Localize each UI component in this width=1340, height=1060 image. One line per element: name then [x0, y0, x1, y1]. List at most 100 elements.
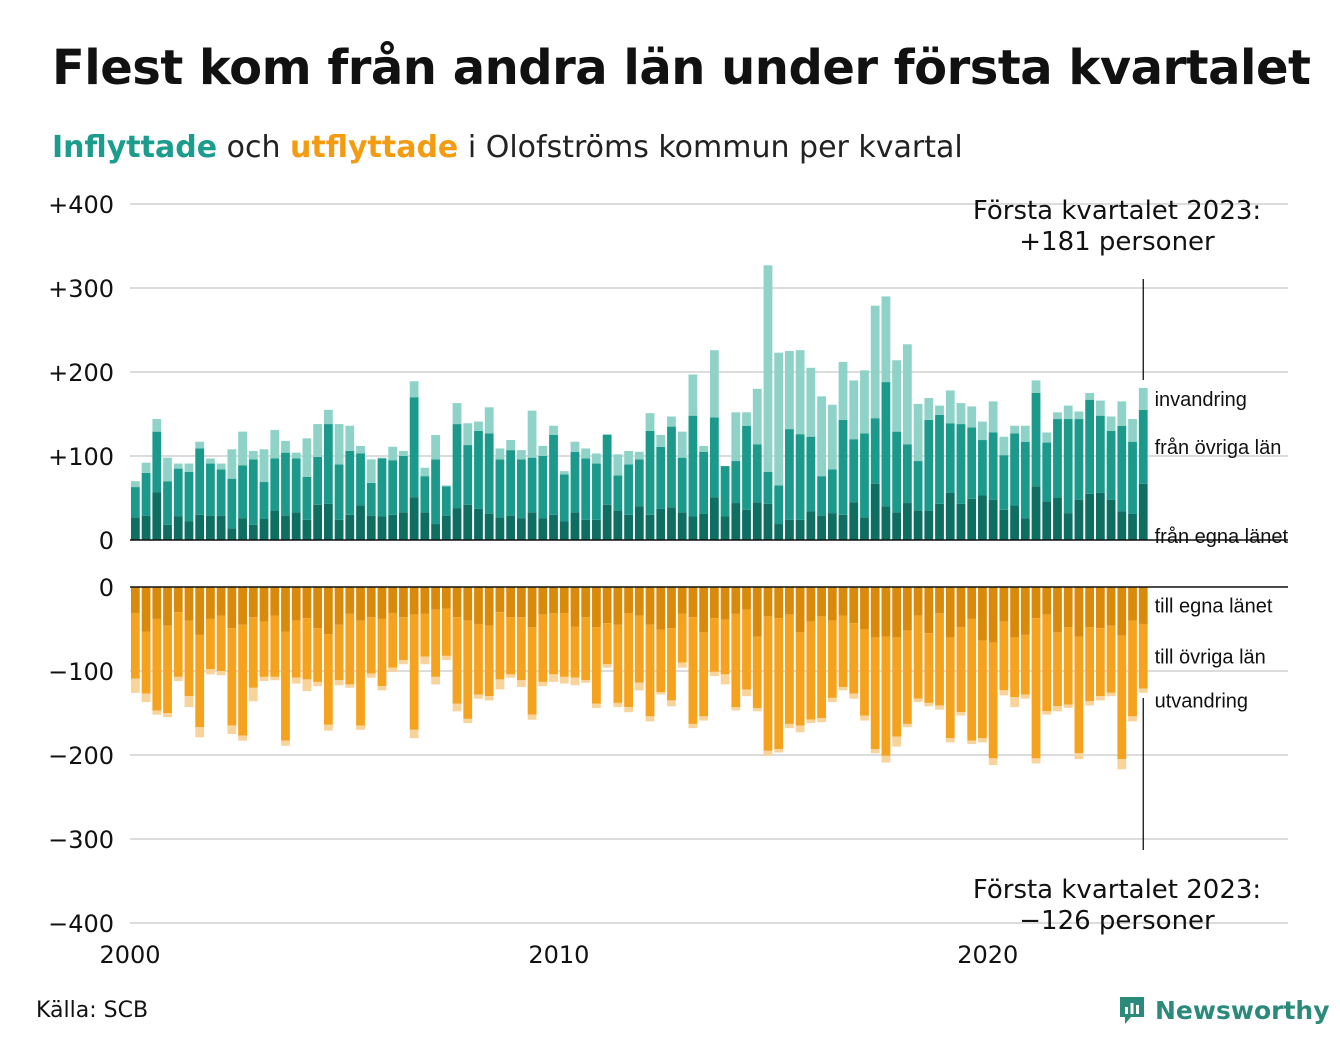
bar-in-invandring — [1031, 380, 1041, 393]
bar-out-till-egna-länet — [1063, 587, 1073, 628]
bar-in-från-egna-länet — [902, 503, 912, 540]
bar-out-till-övriga-län — [356, 620, 365, 726]
bar-out-till-övriga-län — [624, 613, 633, 708]
bar-out-till-egna-länet — [1138, 587, 1148, 624]
bar-out-utvandring — [377, 686, 387, 691]
bar-in-från-övriga-län — [484, 433, 494, 514]
bar-out-till-övriga-län — [431, 609, 440, 677]
bar-in-invandring — [1128, 419, 1137, 442]
bar-in-från-egna-länet — [667, 507, 676, 540]
bar-in-från-övriga-län — [988, 432, 998, 500]
bar-in-invandring — [935, 405, 944, 415]
bar-in-från-egna-länet — [549, 514, 558, 540]
bar-in-från-övriga-län — [259, 482, 269, 519]
bar-out-till-egna-länet — [141, 587, 151, 632]
bar-out-utvandring — [688, 723, 698, 729]
bar-out-utvandring — [1010, 697, 1019, 708]
bar-in-från-övriga-län — [1095, 415, 1105, 493]
bar-in-från-egna-länet — [688, 516, 698, 540]
bar-in-invandring — [1053, 412, 1062, 420]
y-tick-label-lower: 0 — [99, 574, 114, 602]
bar-in-från-egna-länet — [538, 518, 548, 540]
source-note: Källa: SCB — [36, 998, 149, 1023]
bar-out-till-övriga-län — [270, 615, 280, 677]
bar-in-från-egna-länet — [742, 509, 751, 540]
bar-out-till-övriga-län — [291, 620, 301, 678]
bar-out-till-övriga-län — [302, 618, 312, 680]
series-label-från-egna-länet: från egna länet — [1155, 526, 1289, 548]
bar-in-invandring — [173, 463, 183, 469]
bar-out-till-egna-länet — [860, 587, 869, 629]
y-tick-label-lower: −100 — [48, 658, 114, 686]
bar-out-till-egna-länet — [516, 587, 526, 618]
bar-in-från-egna-länet — [270, 510, 280, 540]
bar-out-till-egna-länet — [206, 587, 215, 619]
bar-out-till-övriga-län — [763, 616, 773, 751]
bar-in-invandring — [860, 370, 869, 434]
bar-out-till-egna-länet — [281, 587, 290, 632]
bar-in-från-egna-länet — [377, 516, 387, 540]
bar-in-från-egna-länet — [709, 497, 719, 540]
bar-out-utvandring — [474, 694, 483, 699]
bar-in-från-övriga-län — [795, 434, 805, 520]
bar-out-till-övriga-län — [1031, 618, 1041, 759]
bar-in-från-egna-länet — [774, 524, 784, 540]
bar-in-invandring — [377, 457, 387, 459]
bar-out-till-övriga-län — [495, 612, 505, 680]
bar-in-från-övriga-län — [860, 433, 869, 518]
bar-out-till-övriga-län — [281, 631, 290, 741]
bar-out-utvandring — [742, 689, 751, 697]
bar-in-från-egna-länet — [506, 515, 516, 540]
bar-in-invandring — [945, 390, 955, 424]
bar-in-från-övriga-län — [806, 436, 816, 512]
bar-out-till-övriga-län — [1042, 614, 1052, 712]
bar-in-invandring — [602, 434, 612, 435]
bar-out-till-egna-länet — [742, 587, 751, 610]
bar-in-från-egna-länet — [860, 517, 869, 540]
bar-in-invandring — [463, 423, 473, 446]
bar-out-till-egna-länet — [945, 587, 955, 638]
bar-in-från-övriga-län — [956, 424, 966, 504]
bar-out-till-egna-länet — [334, 587, 344, 625]
bar-in-invandring — [699, 445, 709, 452]
annotation-bottom-line2: −126 personer — [1019, 906, 1215, 936]
bar-in-invandring — [516, 450, 526, 460]
bar-in-från-övriga-län — [999, 455, 1009, 510]
bar-in-från-övriga-län — [667, 426, 676, 508]
bar-out-utvandring — [559, 676, 569, 684]
bar-out-till-egna-länet — [559, 587, 569, 614]
bar-in-från-övriga-län — [978, 440, 987, 496]
bar-in-invandring — [484, 407, 494, 434]
bar-in-invandring — [549, 425, 558, 435]
bar-in-från-övriga-län — [238, 465, 247, 519]
bar-in-från-egna-länet — [602, 504, 612, 540]
bar-out-utvandring — [356, 725, 365, 730]
bar-out-utvandring — [1074, 753, 1084, 760]
bar-out-till-övriga-län — [206, 618, 215, 670]
bar-out-till-övriga-län — [238, 624, 247, 736]
bar-in-från-egna-länet — [559, 521, 569, 540]
bar-out-utvandring — [291, 677, 301, 684]
bar-out-till-egna-länet — [1042, 587, 1052, 615]
bar-out-till-egna-länet — [806, 587, 816, 622]
bar-in-från-egna-länet — [892, 512, 902, 540]
bar-in-invandring — [1042, 432, 1052, 443]
bar-out-utvandring — [238, 735, 247, 741]
bar-out-till-övriga-län — [227, 628, 237, 726]
bar-out-till-egna-länet — [1074, 587, 1084, 637]
bar-out-utvandring — [795, 725, 805, 733]
bar-in-invandring — [388, 446, 398, 461]
bar-out-utvandring — [988, 758, 998, 766]
bar-in-från-övriga-län — [495, 459, 505, 518]
bar-out-till-övriga-län — [506, 617, 516, 675]
bar-out-till-övriga-län — [774, 618, 784, 750]
bar-out-utvandring — [827, 697, 837, 703]
bar-in-från-övriga-län — [302, 477, 312, 520]
bar-in-invandring — [1063, 405, 1073, 420]
bar-in-från-egna-länet — [409, 497, 419, 540]
bar-in-från-övriga-län — [699, 451, 709, 514]
bar-out-till-egna-länet — [270, 587, 280, 616]
bar-in-från-övriga-län — [377, 458, 387, 517]
bar-in-från-egna-länet — [1031, 486, 1041, 540]
